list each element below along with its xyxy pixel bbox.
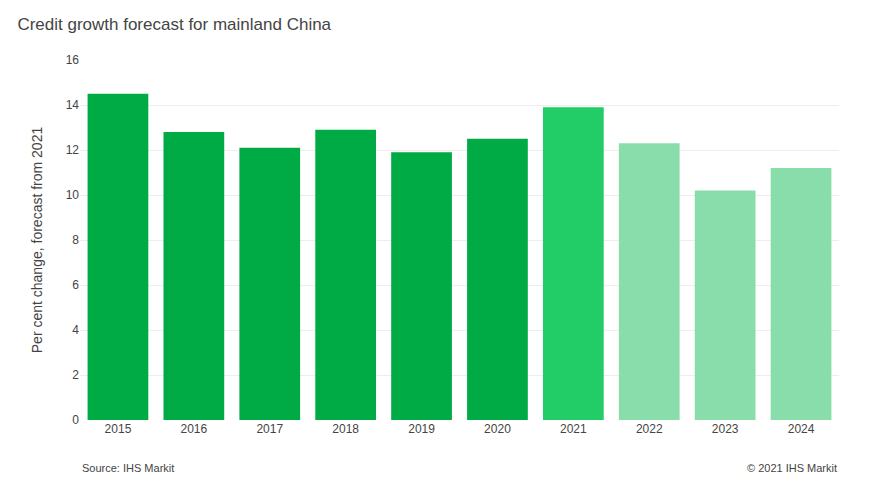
svg-text:4: 4 [72, 323, 79, 337]
svg-text:2021: 2021 [560, 422, 587, 436]
svg-text:2017: 2017 [256, 422, 283, 436]
svg-text:2024: 2024 [788, 422, 815, 436]
svg-text:6: 6 [72, 278, 79, 292]
svg-text:16: 16 [66, 53, 80, 67]
svg-text:Credit growth forecast for mai: Credit growth forecast for mainland Chin… [17, 15, 331, 34]
svg-text:2022: 2022 [636, 422, 663, 436]
svg-text:2023: 2023 [712, 422, 739, 436]
svg-text:2018: 2018 [332, 422, 359, 436]
svg-text:2: 2 [72, 368, 79, 382]
svg-text:8: 8 [72, 233, 79, 247]
svg-text:12: 12 [66, 143, 80, 157]
svg-text:14: 14 [66, 98, 80, 112]
svg-text:2016: 2016 [180, 422, 207, 436]
svg-text:2019: 2019 [408, 422, 435, 436]
svg-text:2015: 2015 [105, 422, 132, 436]
svg-text:10: 10 [66, 188, 80, 202]
svg-text:© 2021 IHS Markit: © 2021 IHS Markit [747, 462, 837, 474]
svg-text:Source: IHS Markit: Source: IHS Markit [82, 462, 174, 474]
svg-text:Per cent change, forecast from: Per cent change, forecast from 2021 [29, 127, 45, 354]
svg-text:0: 0 [72, 413, 79, 427]
svg-text:2020: 2020 [484, 422, 511, 436]
